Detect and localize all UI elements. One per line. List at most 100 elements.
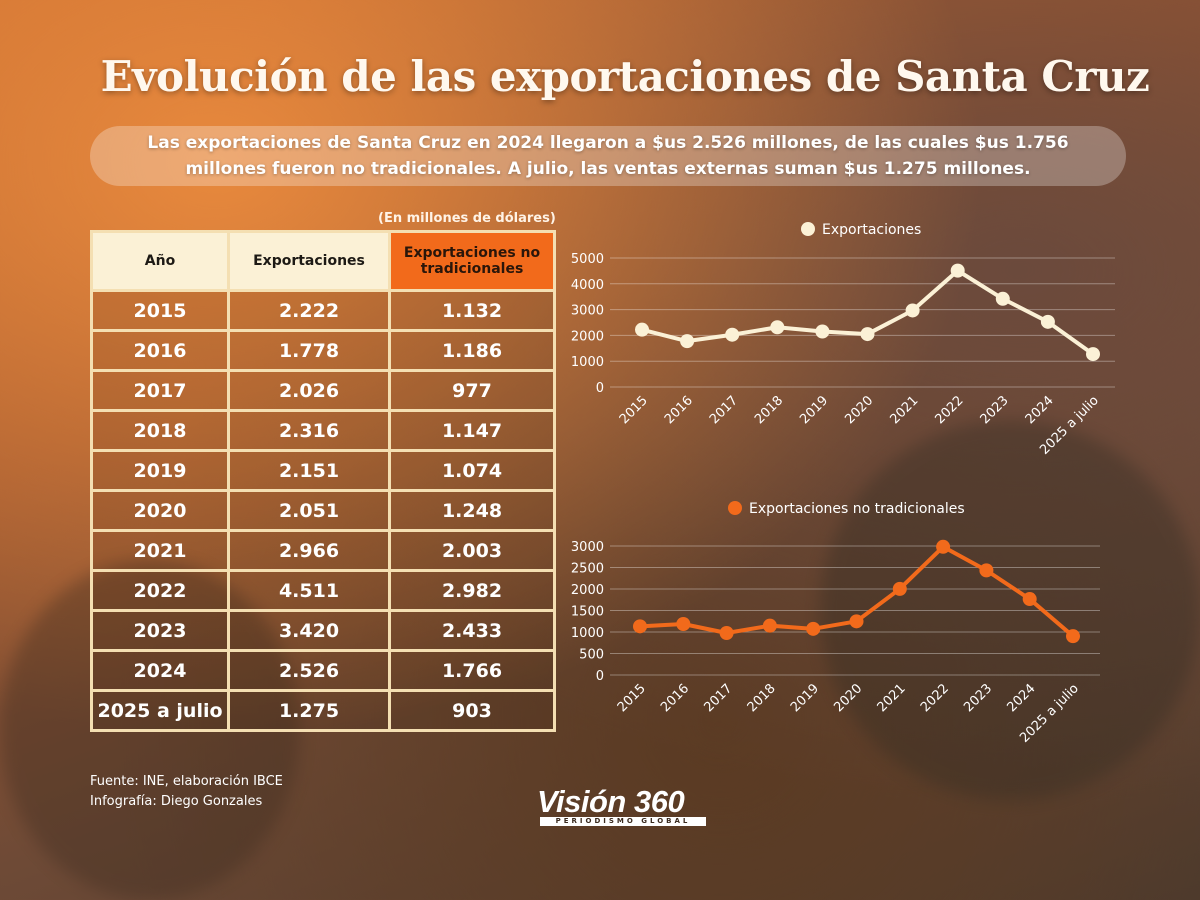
x-tick-label: 2016 — [658, 681, 692, 715]
y-tick-label: 2000 — [571, 329, 604, 344]
credit-note: Infografía: Diego Gonzales — [90, 794, 263, 809]
cell-exports: 2.526 — [227, 649, 391, 692]
table-row: 2024 2.526 1.766 — [90, 649, 556, 692]
series-line — [641, 268, 1095, 356]
data-point — [770, 320, 785, 335]
x-tick-label: 2024 — [1023, 393, 1057, 427]
data-point — [815, 324, 830, 339]
cell-year: 2019 — [90, 449, 230, 492]
y-tick-label: 5000 — [571, 252, 604, 267]
x-tick-label: 2015 — [615, 681, 649, 715]
header-non-traditional: Exportaciones no tradicionales — [388, 230, 556, 292]
cell-exports: 4.511 — [227, 569, 391, 612]
x-tick-label: 2024 — [1005, 681, 1039, 715]
data-point — [725, 327, 740, 342]
y-tick-label: 3000 — [571, 540, 604, 555]
x-tick-label: 2018 — [745, 681, 779, 715]
x-tick-label: 2022 — [918, 681, 952, 715]
y-tick-label: 1000 — [571, 355, 604, 370]
table-row: 2018 2.316 1.147 — [90, 409, 556, 452]
cell-non-traditional: 1.132 — [388, 289, 556, 332]
y-tick-label: 0 — [596, 669, 604, 684]
y-tick-label: 3000 — [571, 304, 604, 319]
cell-non-traditional: 2.003 — [388, 529, 556, 572]
header-exports: Exportaciones — [227, 230, 391, 292]
data-point — [633, 619, 647, 634]
data-point — [1040, 314, 1055, 329]
legend-marker — [801, 222, 815, 236]
table-row: 2022 4.511 2.982 — [90, 569, 556, 612]
cell-exports: 2.051 — [227, 489, 391, 532]
y-tick-label: 1500 — [571, 605, 604, 620]
data-point — [635, 322, 649, 337]
data-point — [680, 334, 695, 349]
exports-table: Año Exportaciones Exportaciones no tradi… — [90, 230, 556, 732]
logo-tagline: PERIODISMO GLOBAL — [540, 817, 706, 826]
cell-non-traditional: 2.982 — [388, 569, 556, 612]
cell-year: 2022 — [90, 569, 230, 612]
data-point — [806, 621, 821, 636]
cell-non-traditional: 1.766 — [388, 649, 556, 692]
cell-exports: 2.316 — [227, 409, 391, 452]
table-row: 2020 2.051 1.248 — [90, 489, 556, 532]
non-traditional-line-chart: Exportaciones no tradicionales 0 500 1000 15… — [571, 501, 1100, 746]
data-point — [849, 614, 864, 629]
header-year: Año — [90, 230, 230, 292]
x-tick-label: 2020 — [831, 681, 865, 715]
x-tick-label: 2016 — [662, 393, 696, 427]
x-tick-label: 2015 — [617, 393, 651, 427]
table-row: 2016 1.778 1.186 — [90, 329, 556, 372]
y-tick-label: 0 — [596, 381, 604, 396]
data-point — [719, 625, 734, 640]
cell-year: 2021 — [90, 529, 230, 572]
data-point — [995, 291, 1010, 306]
data-point — [1086, 347, 1100, 362]
exports-line-chart: Exportaciones 0 1000 2000 3000 4000 5000 2015 20… — [571, 222, 1115, 458]
table-row: 2019 2.151 1.074 — [90, 449, 556, 492]
cell-year: 2020 — [90, 489, 230, 532]
y-tick-label: 4000 — [571, 278, 604, 293]
cell-non-traditional: 903 — [388, 689, 556, 732]
cell-year: 2025 a julio — [90, 689, 230, 732]
cell-year: 2024 — [90, 649, 230, 692]
legend-marker — [728, 501, 742, 515]
x-tick-label: 2017 — [701, 681, 735, 715]
cell-non-traditional: 1.147 — [388, 409, 556, 452]
cell-non-traditional: 977 — [388, 369, 556, 412]
footer: Fuente: INE, elaboración IBCE Infografía… — [90, 772, 283, 812]
cell-year: 2015 — [90, 289, 230, 332]
table-row: 2023 3.420 2.433 — [90, 609, 556, 652]
data-point — [1022, 592, 1037, 607]
cell-non-traditional: 1.186 — [388, 329, 556, 372]
data-point — [979, 563, 994, 578]
x-tick-label: 2023 — [978, 393, 1012, 427]
y-tick-label: 2500 — [571, 562, 604, 577]
data-point — [1066, 629, 1080, 644]
data-point — [762, 618, 777, 633]
y-tick-label: 1000 — [571, 626, 604, 641]
legend-label: Exportaciones — [822, 222, 921, 238]
x-tick-label: 2020 — [842, 393, 876, 427]
summary-line-1: Las exportaciones de Santa Cruz en 2024 … — [147, 133, 1069, 153]
data-point — [936, 539, 951, 554]
x-tick-label: 2019 — [788, 681, 822, 715]
cell-exports: 2.151 — [227, 449, 391, 492]
cell-exports: 2.026 — [227, 369, 391, 412]
cell-non-traditional: 2.433 — [388, 609, 556, 652]
table-row: 2017 2.026 977 — [90, 369, 556, 412]
source-note: Fuente: INE, elaboración IBCE — [90, 774, 283, 789]
cell-year: 2023 — [90, 609, 230, 652]
table-row: 2021 2.966 2.003 — [90, 529, 556, 572]
cell-exports: 1.778 — [227, 329, 391, 372]
x-tick-label: 2018 — [752, 393, 786, 427]
x-tick-label: 2021 — [875, 681, 909, 715]
x-tick-label: 2019 — [797, 393, 831, 427]
cell-exports: 1.275 — [227, 689, 391, 732]
cell-exports: 3.420 — [227, 609, 391, 652]
cell-exports: 2.222 — [227, 289, 391, 332]
data-point — [905, 303, 920, 318]
x-tick-label: 2021 — [887, 393, 921, 427]
x-tick-label: 2023 — [961, 681, 995, 715]
cell-non-traditional: 1.248 — [388, 489, 556, 532]
cell-year: 2016 — [90, 329, 230, 372]
